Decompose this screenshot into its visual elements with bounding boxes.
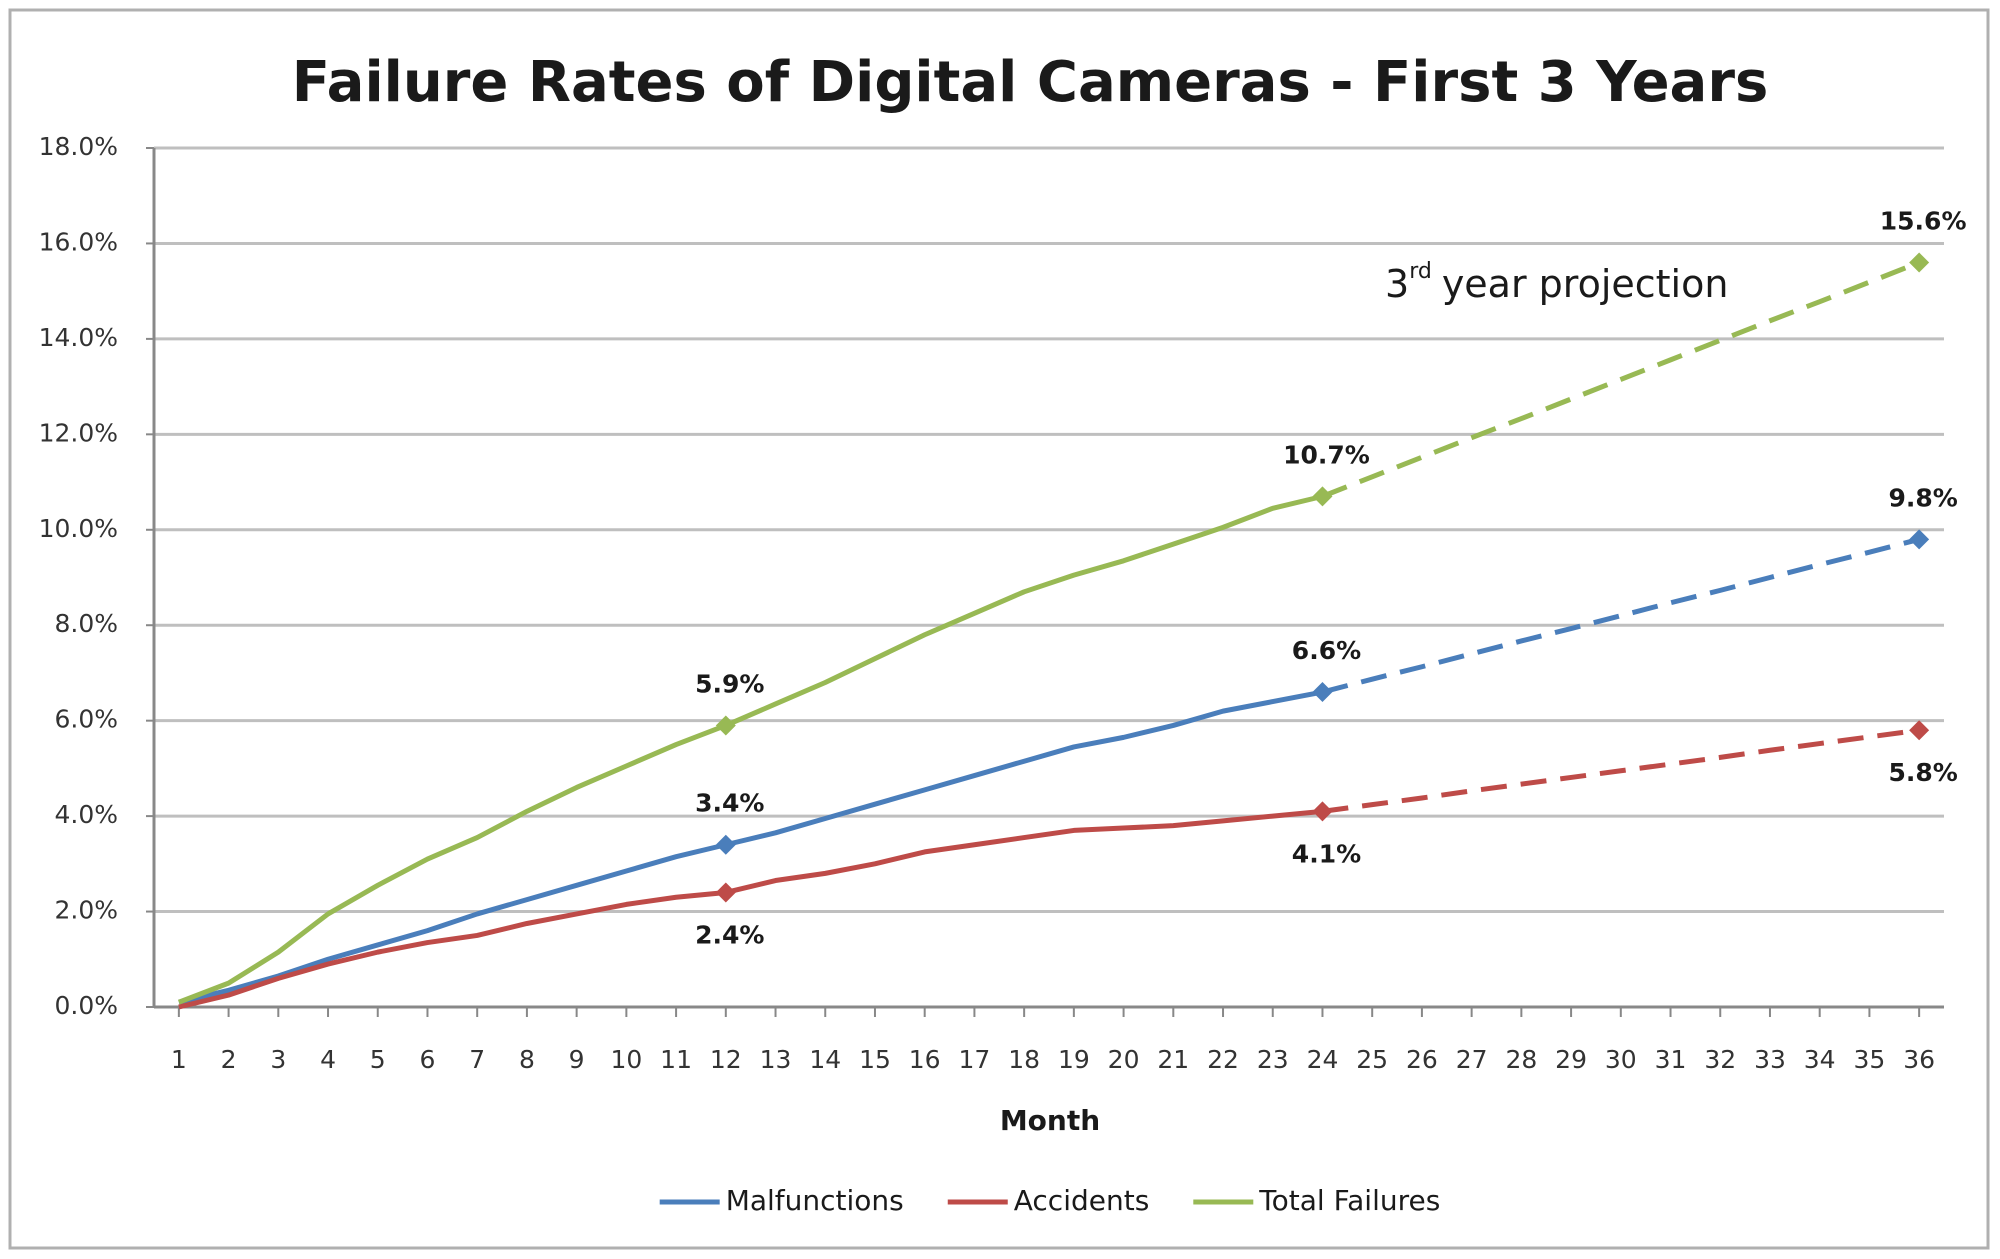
x-tick-label: 18 <box>1008 1045 1040 1074</box>
data-marker <box>715 882 736 903</box>
x-tick-label: 6 <box>420 1045 436 1074</box>
y-tick-label: 12.0% <box>39 418 118 447</box>
x-tick-label: 35 <box>1854 1045 1886 1074</box>
y-tick-label: 10.0% <box>39 514 118 543</box>
chart-title: Failure Rates of Digital Cameras - First… <box>292 50 1769 115</box>
x-tick-label: 20 <box>1108 1045 1140 1074</box>
x-tick-label: 4 <box>320 1045 336 1074</box>
x-tick-label: 12 <box>710 1045 742 1074</box>
projection-line <box>1321 536 1920 695</box>
x-tick-label: 34 <box>1804 1045 1836 1074</box>
projection-line <box>1322 727 1920 814</box>
x-tick-label: 8 <box>519 1045 535 1074</box>
x-tick-label: 24 <box>1307 1045 1339 1074</box>
legend-label: Total Failures <box>1258 1184 1440 1217</box>
x-tick-label: 9 <box>569 1045 585 1074</box>
x-tick-label: 5 <box>370 1045 386 1074</box>
x-tick-label: 27 <box>1456 1045 1488 1074</box>
data-label: 5.8% <box>1888 758 1957 787</box>
projection-line <box>1321 260 1921 499</box>
y-tick-label: 14.0% <box>39 323 118 352</box>
x-tick-label: 15 <box>859 1045 891 1074</box>
data-marker <box>715 715 736 736</box>
legend-label: Accidents <box>1014 1184 1150 1217</box>
series-line <box>178 689 1323 1005</box>
data-label: 3.4% <box>695 789 764 818</box>
x-tick-label: 32 <box>1704 1045 1736 1074</box>
x-tick-label: 16 <box>909 1045 941 1074</box>
legend: Malfunctions Accidents Total Failures <box>659 1184 1440 1217</box>
y-tick-label: 18.0% <box>39 132 118 161</box>
data-label: 5.9% <box>695 669 764 698</box>
data-marker <box>1312 486 1333 507</box>
data-label: 6.6% <box>1292 636 1361 665</box>
y-tick-label: 2.0% <box>54 896 118 925</box>
x-tick-label: 28 <box>1505 1045 1537 1074</box>
series-line <box>178 808 1323 1010</box>
data-marker <box>1909 720 1930 741</box>
data-marker <box>1312 801 1333 822</box>
x-tick-label: 22 <box>1207 1045 1239 1074</box>
x-tick-label: 10 <box>610 1045 642 1074</box>
annotation-base: 3 <box>1385 262 1409 306</box>
data-label: 10.7% <box>1283 440 1370 469</box>
y-tick-label: 0.0% <box>54 991 118 1020</box>
x-tick-label: 3 <box>270 1045 286 1074</box>
data-label: 15.6% <box>1880 207 1967 236</box>
legend-label: Malfunctions <box>726 1184 904 1217</box>
x-tick-label: 19 <box>1058 1045 1090 1074</box>
x-tick-label: 11 <box>660 1045 692 1074</box>
y-tick-label: 16.0% <box>39 227 118 256</box>
x-tick-label: 33 <box>1754 1045 1786 1074</box>
annotation: 3rd year projection <box>1385 259 1728 306</box>
data-label: 9.8% <box>1888 483 1957 512</box>
x-tick-label: 1 <box>171 1045 187 1074</box>
data-marker <box>1909 252 1930 273</box>
x-tick-label: 29 <box>1555 1045 1587 1074</box>
x-tick-label: 25 <box>1356 1045 1388 1074</box>
x-tick-label: 30 <box>1605 1045 1637 1074</box>
x-tick-label: 21 <box>1157 1045 1189 1074</box>
data-label: 2.4% <box>695 920 764 949</box>
x-tick-label: 36 <box>1903 1045 1935 1074</box>
data-marker <box>1909 529 1930 550</box>
x-tick-label: 26 <box>1406 1045 1438 1074</box>
x-tick-label: 23 <box>1257 1045 1289 1074</box>
data-marker <box>715 834 736 855</box>
data-marker <box>1312 682 1333 703</box>
x-axis-label: Month <box>1000 1104 1100 1137</box>
data-label: 4.1% <box>1292 839 1361 868</box>
x-tick-label: 13 <box>760 1045 792 1074</box>
series-line <box>177 493 1324 1005</box>
y-tick-label: 4.0% <box>54 800 118 829</box>
x-tick-label: 17 <box>959 1045 991 1074</box>
x-tick-label: 31 <box>1655 1045 1687 1074</box>
chart-border <box>8 8 1990 1250</box>
x-tick-label: 7 <box>469 1045 485 1074</box>
y-tick-label: 6.0% <box>54 705 118 734</box>
x-tick-label: 2 <box>221 1045 237 1074</box>
annotation-sup: rd <box>1409 259 1432 284</box>
annotation-text: year projection <box>1442 262 1729 306</box>
x-tick-label: 14 <box>809 1045 841 1074</box>
y-tick-label: 8.0% <box>54 609 118 638</box>
